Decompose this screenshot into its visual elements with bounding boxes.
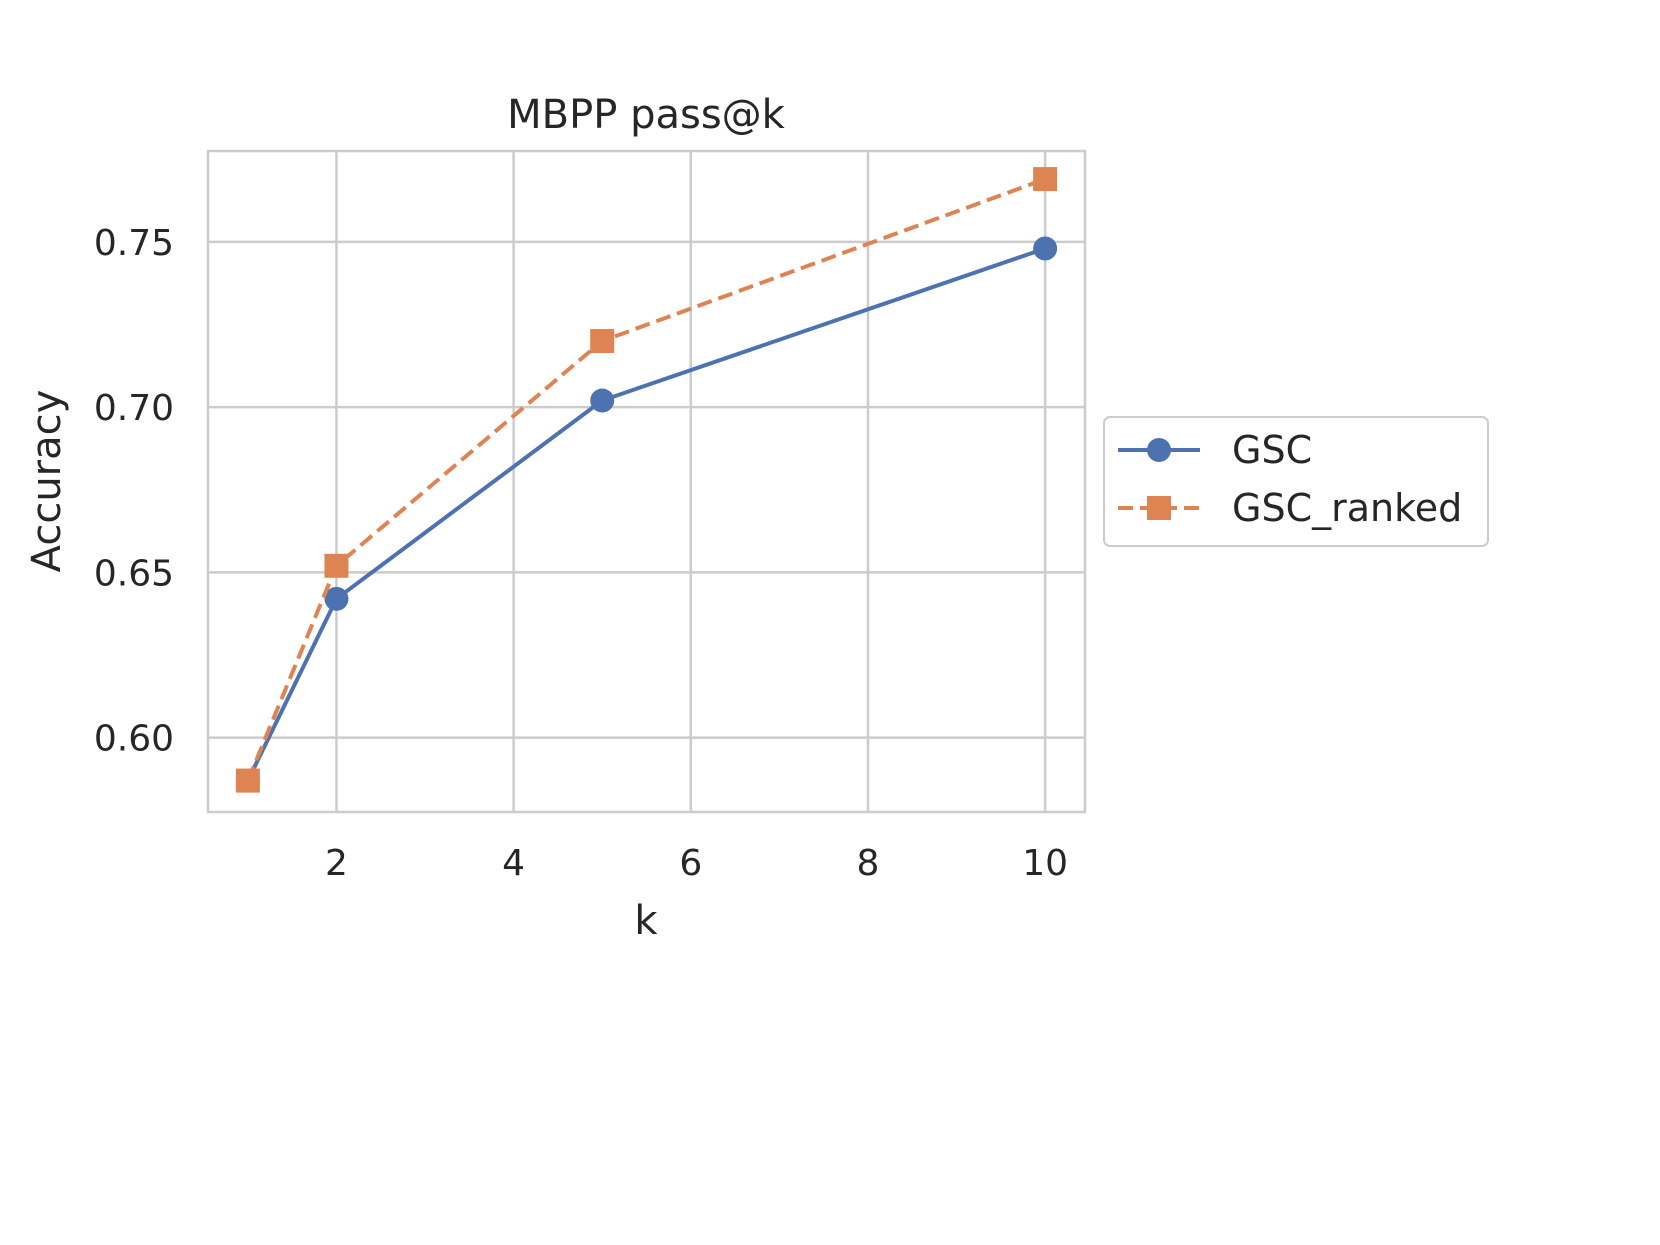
data-point <box>1033 167 1058 192</box>
x-tick-label: 4 <box>502 843 525 884</box>
series-layer <box>235 167 1058 793</box>
y-tick-label: 0.60 <box>94 719 174 760</box>
y-tick-label: 0.70 <box>94 388 174 429</box>
legend: GSC GSC_ranked <box>1103 416 1489 547</box>
y-tick-labels: 0.60 0.65 0.70 0.75 <box>94 223 174 760</box>
x-tick-label: 10 <box>1022 843 1068 884</box>
data-point <box>590 329 615 354</box>
legend-entry-GSC: GSC <box>1118 428 1312 472</box>
legend-marker <box>1147 438 1171 462</box>
x-tick-label: 6 <box>679 843 702 884</box>
data-point <box>324 586 349 611</box>
x-tick-labels: 2 4 6 8 10 <box>325 843 1068 884</box>
plot-frame <box>206 149 1087 814</box>
y-axis-label: Accuracy <box>24 390 70 573</box>
y-tick-label: 0.65 <box>94 553 174 594</box>
chart-title: MBPP pass@k <box>507 92 785 138</box>
series-line <box>246 246 1046 782</box>
series-line <box>246 177 1046 782</box>
data-point <box>590 388 615 413</box>
data-point <box>1033 236 1058 261</box>
x-tick-label: 2 <box>325 843 348 884</box>
data-point <box>324 553 349 578</box>
x-axis-label: k <box>634 898 658 944</box>
data-point <box>235 768 260 793</box>
series-GSC_ranked <box>235 167 1058 793</box>
legend-entry-GSC_ranked: GSC_ranked <box>1118 486 1462 530</box>
legend-marker <box>1147 496 1171 520</box>
legend-label: GSC_ranked <box>1232 486 1462 530</box>
grid <box>208 151 1085 812</box>
legend-entries: GSC GSC_ranked <box>1118 428 1462 530</box>
x-tick-label: 8 <box>857 843 880 884</box>
legend-label: GSC <box>1232 428 1312 472</box>
y-tick-label: 0.75 <box>94 223 174 264</box>
